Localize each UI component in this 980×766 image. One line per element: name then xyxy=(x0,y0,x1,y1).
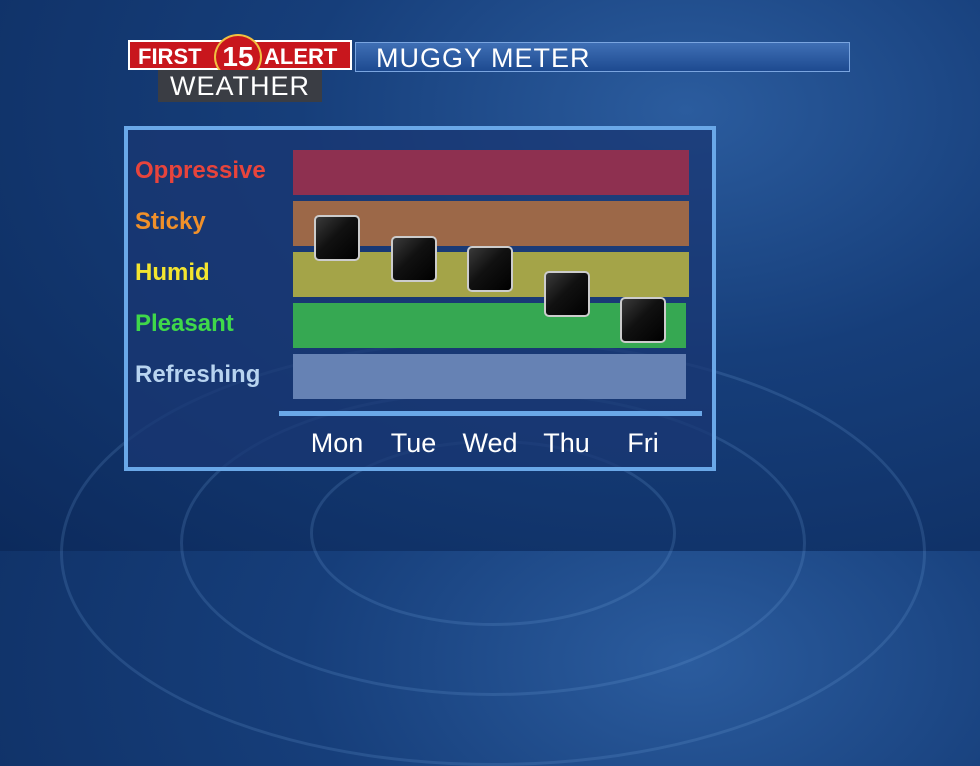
level-label: Sticky xyxy=(135,208,206,235)
logo-first: FIRST xyxy=(138,44,202,69)
logo-alert: ALERT xyxy=(264,44,338,69)
logo-weather: WEATHER xyxy=(158,70,322,102)
day-label: Thu xyxy=(543,428,590,458)
muggy-marker xyxy=(314,215,360,262)
day-label: Wed xyxy=(462,428,518,458)
muggy-marker xyxy=(467,245,513,292)
level-label: Oppressive xyxy=(135,157,266,184)
day-label: Mon xyxy=(310,428,364,458)
muggy-marker xyxy=(543,271,590,318)
muggy-marker xyxy=(620,296,666,343)
page-title: MUGGY METER xyxy=(355,42,850,73)
day-label: Tue xyxy=(390,428,437,458)
muggy-marker xyxy=(390,235,437,282)
x-axis-line xyxy=(279,411,702,416)
level-label: Refreshing xyxy=(135,361,261,388)
level-band xyxy=(293,354,686,399)
level-band xyxy=(293,150,689,195)
level-label: Humid xyxy=(135,259,210,286)
day-label: Fri xyxy=(627,428,659,458)
level-label: Pleasant xyxy=(135,310,234,337)
